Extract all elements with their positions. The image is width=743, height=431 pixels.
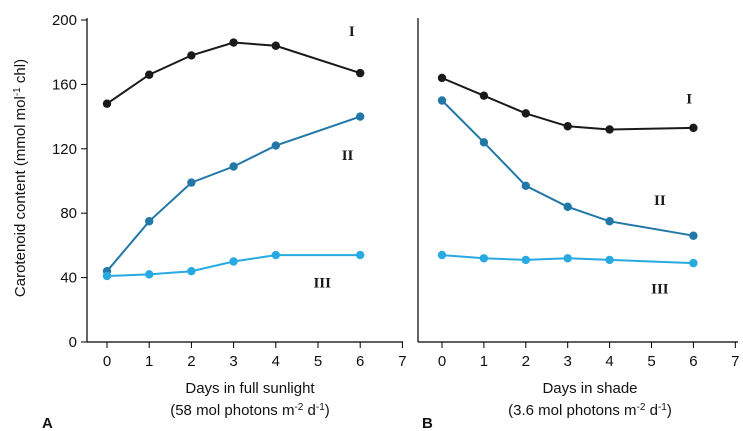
- series-line-II: [441, 99, 694, 237]
- data-point: [187, 178, 196, 187]
- x-tick-label: 7: [731, 353, 739, 370]
- data-point: [479, 254, 489, 263]
- x-tick-label: 2: [187, 353, 195, 370]
- x-axis-title: Days in full sunlight: [185, 380, 315, 397]
- series-line-I: [441, 77, 694, 131]
- panel-b: 0 1 2 3 4 5 6 7 Days in shade (3.6 mol photons m-…: [417, 18, 739, 431]
- data-point: [605, 255, 614, 265]
- series-label-II: II: [342, 148, 354, 164]
- x-tick-label: 3: [229, 353, 237, 370]
- data-point: [689, 123, 698, 133]
- x-tick-label: 7: [398, 353, 406, 370]
- data-point: [145, 217, 154, 226]
- data-point: [229, 38, 238, 47]
- series-label-III: III: [651, 282, 669, 298]
- data-point: [563, 254, 572, 263]
- data-point: [437, 250, 447, 260]
- y-tick-label: 160: [52, 76, 77, 93]
- data-point: [229, 257, 238, 266]
- series-label-I: I: [349, 24, 355, 40]
- data-point: [271, 250, 280, 260]
- data-point: [229, 162, 238, 171]
- x-tick-label: 3: [564, 353, 572, 370]
- x-tick-label: 1: [480, 353, 488, 370]
- y-tick-label: 40: [60, 270, 77, 287]
- data-point: [102, 99, 112, 108]
- x-tick-label: 0: [438, 353, 446, 370]
- series-line-III: [441, 254, 694, 265]
- data-point: [102, 271, 112, 281]
- x-tick-label: 5: [314, 353, 322, 370]
- series-label-III: III: [313, 275, 331, 291]
- data-point: [356, 112, 365, 121]
- series-line-I: [106, 41, 361, 105]
- y-axis-label: Carotenoid content (mmol mol-1 chl): [12, 59, 30, 297]
- series-line-III: [106, 254, 361, 277]
- data-point: [356, 250, 365, 260]
- data-point: [605, 217, 614, 226]
- x-tick-label: 4: [272, 353, 280, 370]
- data-point: [356, 68, 365, 78]
- data-point: [187, 51, 196, 60]
- data-point: [145, 270, 154, 279]
- data-point: [689, 258, 698, 268]
- data-point: [521, 255, 530, 265]
- data-point: [563, 122, 572, 131]
- x-tick-label: 4: [605, 353, 613, 370]
- x-axis-subtitle: (58 mol photons m-2 d-1): [170, 402, 330, 420]
- x-tick-label: 1: [145, 353, 153, 370]
- x-tick-label: 0: [103, 353, 111, 370]
- data-point: [521, 109, 530, 118]
- data-point: [187, 266, 196, 276]
- x-axis-title: Days in shade: [542, 380, 637, 397]
- data-point: [437, 96, 447, 105]
- x-tick-label: 6: [356, 353, 364, 370]
- data-point: [521, 181, 530, 191]
- data-point: [437, 73, 447, 83]
- x-axis-subtitle: (3.6 mol photons m-2 d-1): [508, 402, 672, 420]
- x-tick-label: 5: [647, 353, 655, 370]
- y-tick-label: 200: [52, 12, 77, 29]
- y-tick-label: 0: [69, 334, 77, 351]
- data-point: [563, 202, 572, 211]
- panel-letter: B: [422, 415, 433, 431]
- panel-a: 0 40 80 120 160 200 0 1 2 3 4 5 6 7 Days in full sunli…: [42, 12, 407, 431]
- y-axis-label-sup: -1: [12, 87, 23, 96]
- series-label-II: II: [654, 193, 666, 209]
- panel-letter: A: [42, 415, 53, 431]
- y-tick-label: 80: [60, 205, 77, 222]
- data-point: [689, 231, 698, 240]
- x-tick-label: 6: [689, 353, 697, 370]
- series-label-I: I: [686, 92, 692, 108]
- y-tick-label: 120: [52, 141, 77, 158]
- data-point: [271, 141, 280, 150]
- data-point: [271, 41, 280, 50]
- series-line-II: [106, 115, 361, 272]
- data-point: [605, 125, 614, 134]
- data-point: [145, 70, 154, 79]
- data-point: [479, 91, 489, 100]
- data-point: [479, 138, 489, 147]
- x-tick-label: 2: [522, 353, 530, 370]
